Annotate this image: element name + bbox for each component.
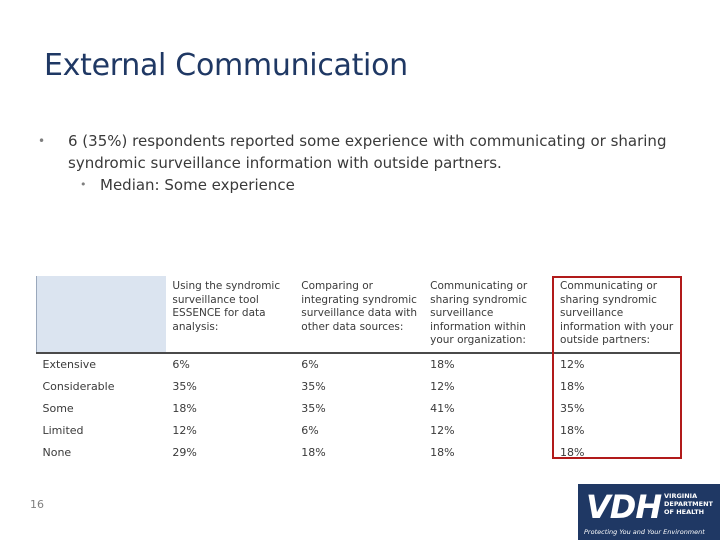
table-cell: 18% — [560, 423, 585, 437]
table-cell: 18% — [560, 445, 585, 459]
table-header-row: Using the syndromic surveillance tool ES… — [36, 276, 682, 354]
table-cell: 35% — [301, 401, 326, 415]
table-cell: 35% — [560, 401, 585, 415]
table-cell: 18% — [430, 357, 455, 371]
table-cell: 29% — [172, 445, 197, 459]
row-label: Considerable — [42, 379, 115, 393]
table-cell: 18% — [301, 445, 326, 459]
sub-bullet-item: • Median: Some experience — [38, 174, 678, 196]
row-label: Limited — [42, 423, 84, 437]
bullet-text: 6 (35%) respondents reported some experi… — [68, 132, 667, 172]
table-row: Extensive 6% 6% 18% 12% — [37, 353, 683, 376]
column-header: Comparing or integrating syndromic surve… — [295, 276, 425, 354]
sub-bullet-text: Median: Some experience — [100, 176, 295, 194]
row-label: Some — [42, 401, 74, 415]
table-cell: 12% — [560, 357, 585, 371]
table-cell: 18% — [560, 379, 585, 393]
column-header: Communicating or sharing syndromic surve… — [554, 276, 682, 354]
table-row: None 29% 18% 18% 18% — [37, 442, 683, 464]
table-cell: 35% — [301, 379, 326, 393]
table-cell: 12% — [172, 423, 197, 437]
logo-text: VIRGINIA DEPARTMENT OF HEALTH — [664, 492, 713, 516]
table-corner-cell — [36, 276, 167, 354]
slide-title: External Communication — [44, 48, 408, 83]
table-row: Some 18% 35% 41% 35% — [37, 398, 683, 420]
table-cell: 18% — [430, 445, 455, 459]
bullet-dot-icon: • — [38, 134, 46, 148]
row-label: Extensive — [42, 357, 97, 371]
logo-tagline: Protecting You and Your Environment — [584, 528, 705, 536]
bullet-item: • 6 (35%) respondents reported some expe… — [38, 130, 678, 174]
table-row: Considerable 35% 35% 12% 18% — [37, 376, 683, 398]
logo-line: VIRGINIA — [664, 492, 698, 500]
table-cell: 6% — [301, 357, 319, 371]
logo-mark: VDH — [586, 488, 662, 526]
table-cell: 12% — [430, 379, 455, 393]
bullet-list: • 6 (35%) respondents reported some expe… — [38, 130, 678, 196]
table-cell: 35% — [172, 379, 197, 393]
column-header: Communicating or sharing syndromic surve… — [424, 276, 555, 354]
table-cell: 41% — [430, 401, 455, 415]
experience-table: Using the syndromic surveillance tool ES… — [36, 276, 682, 464]
bullet-dot-icon: • — [80, 178, 87, 191]
vdh-logo: VDH VIRGINIA DEPARTMENT OF HEALTH Protec… — [578, 484, 720, 540]
column-header: Using the syndromic surveillance tool ES… — [166, 276, 296, 354]
table-cell: 18% — [172, 401, 197, 415]
page-number: 16 — [30, 498, 44, 511]
table-cell: 12% — [430, 423, 455, 437]
table-cell: 6% — [172, 357, 190, 371]
logo-line: OF HEALTH — [664, 508, 705, 516]
row-label: None — [42, 445, 72, 459]
table-row: Limited 12% 6% 12% 18% — [37, 420, 683, 442]
table-cell: 6% — [301, 423, 319, 437]
logo-line: DEPARTMENT — [664, 500, 713, 508]
